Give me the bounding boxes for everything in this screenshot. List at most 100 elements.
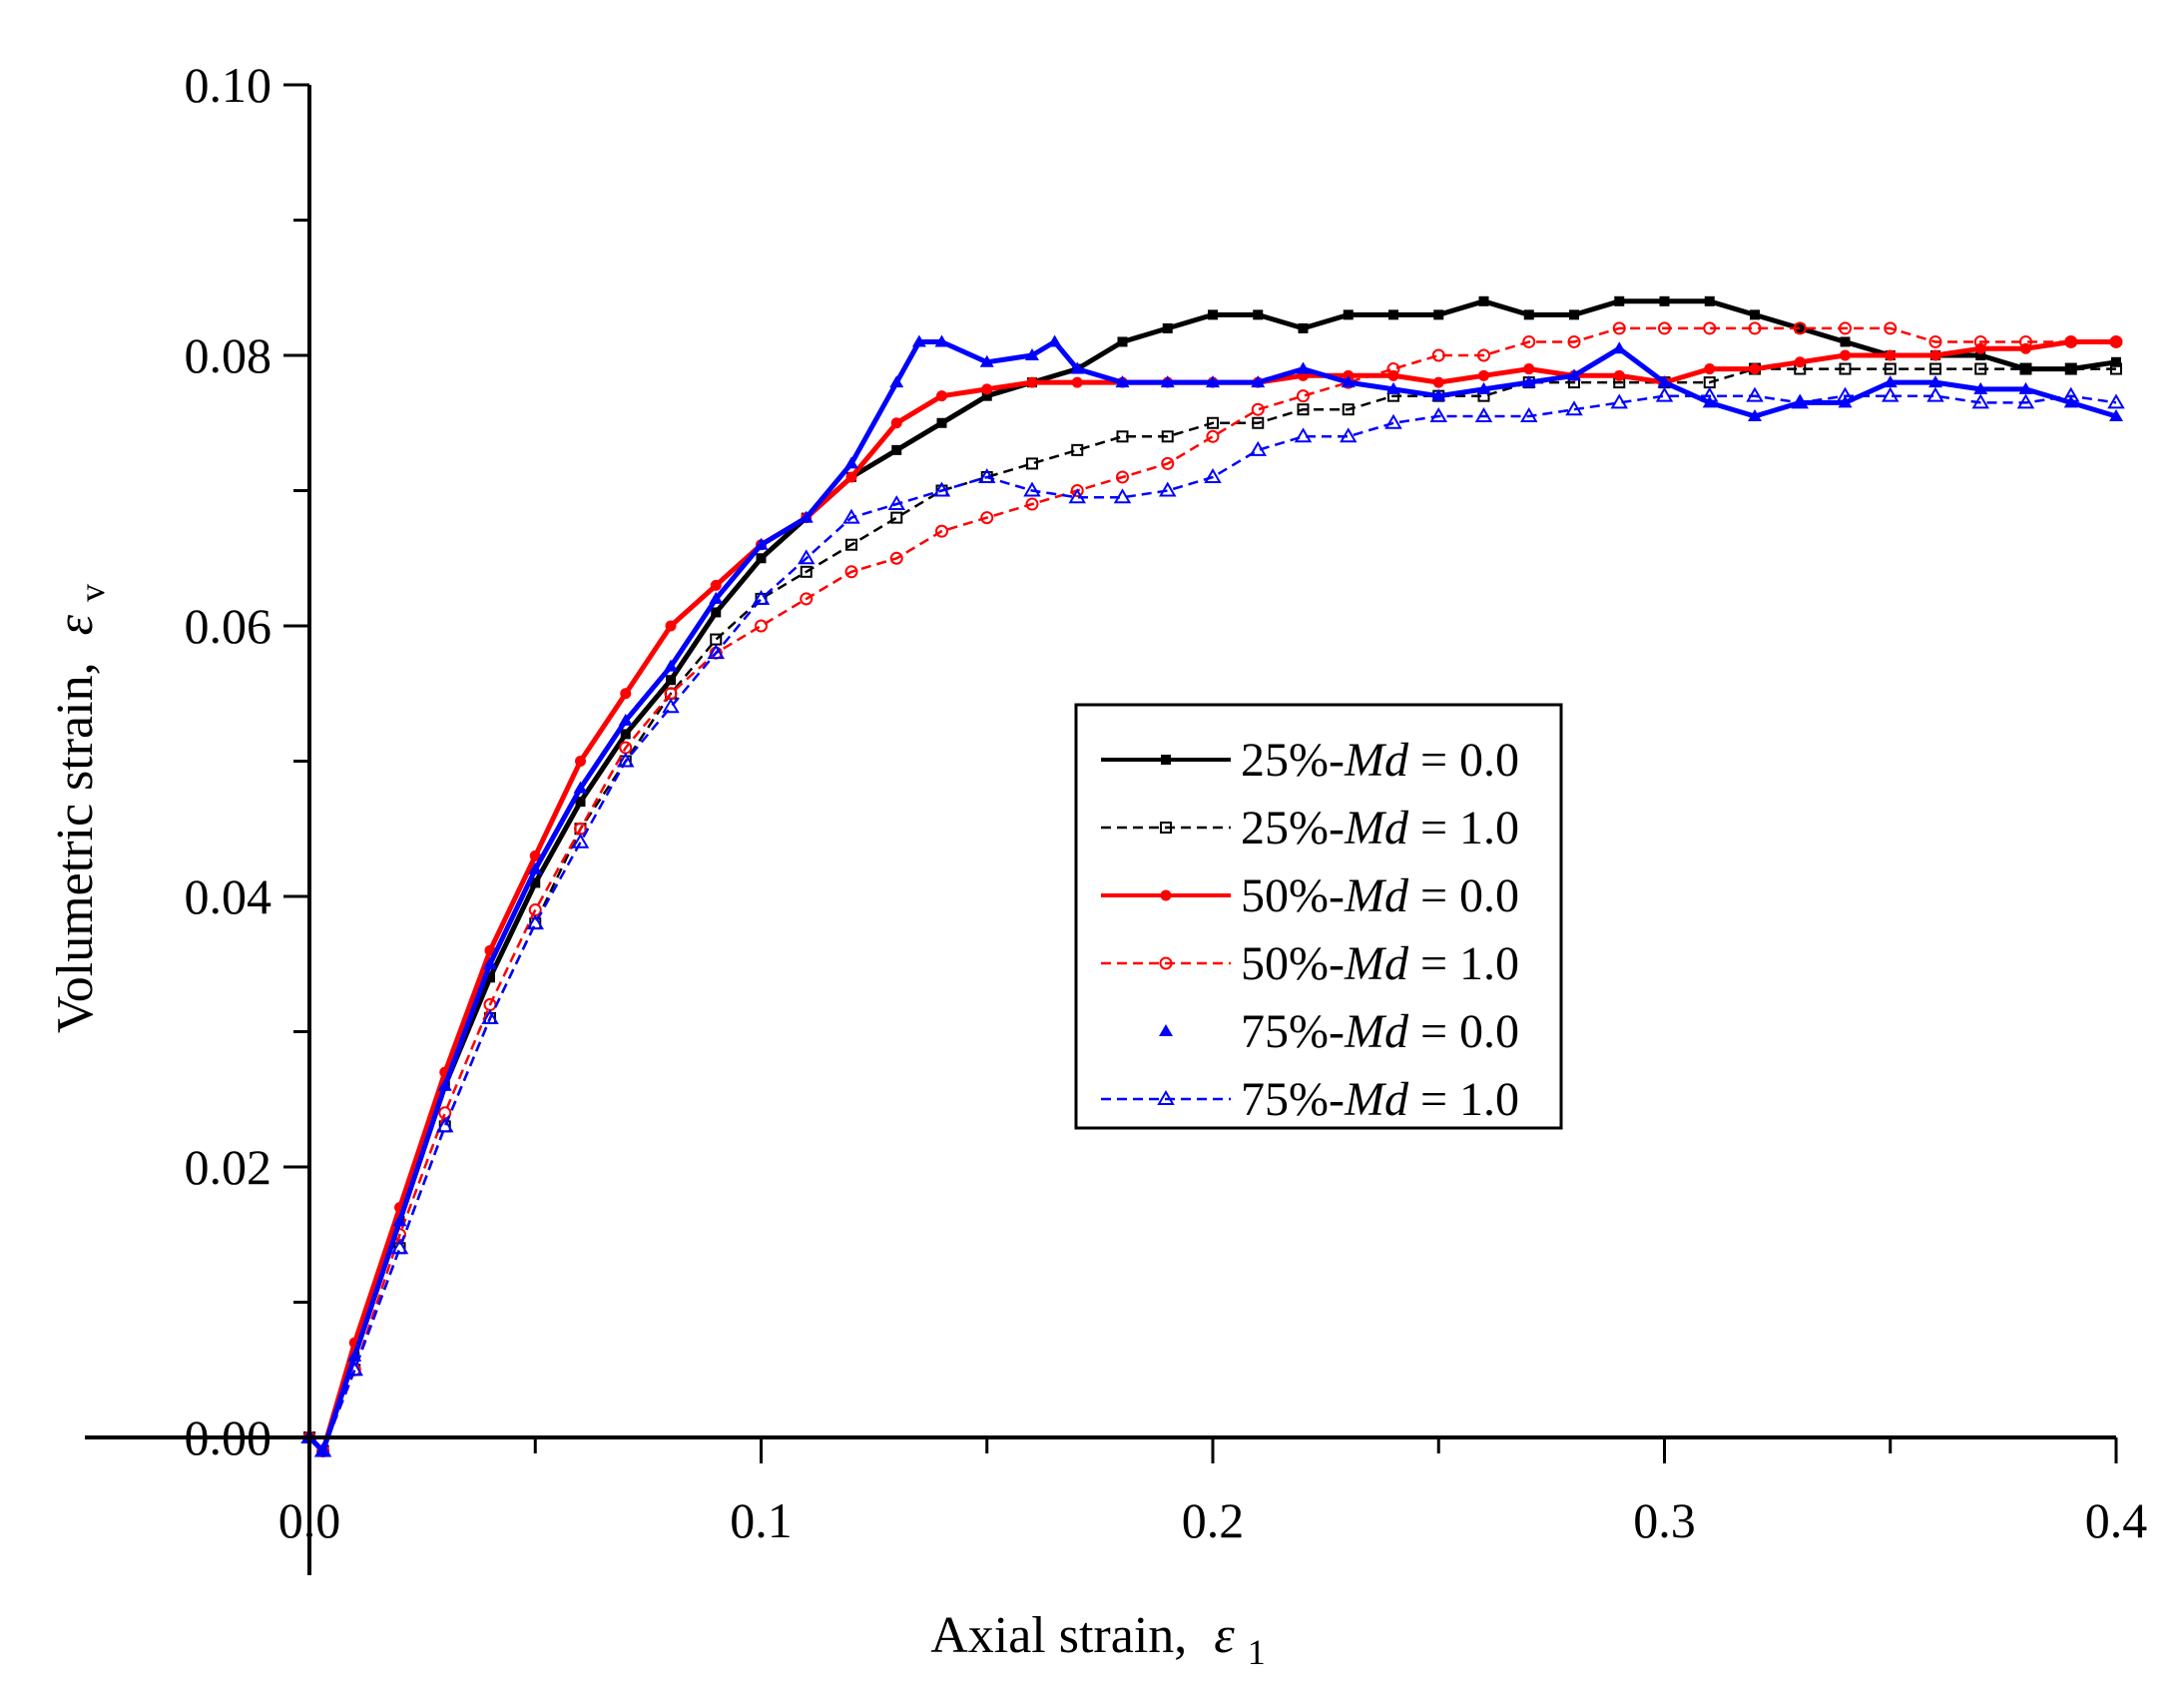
legend-label: 25%-Md = 1.0 (1241, 802, 1519, 854)
data-point (1746, 386, 1764, 402)
data-point (1836, 386, 1855, 402)
data-point (665, 620, 677, 632)
data-point (1207, 416, 1219, 429)
legend-label-suffix: = 0.0 (1408, 1005, 1519, 1058)
data-point (1565, 400, 1583, 416)
data-point (1659, 295, 1670, 306)
data-point (1116, 430, 1129, 443)
data-point (618, 713, 633, 726)
series-line (307, 339, 2117, 1453)
data-point (707, 644, 725, 660)
x-axis-title-text: Axial strain, (930, 1607, 1187, 1664)
data-point (1793, 321, 1807, 335)
data-point (1523, 309, 1534, 320)
data-point (1975, 350, 1986, 360)
data-point (1206, 429, 1220, 443)
legend-label: 25%-Md = 0.0 (1241, 734, 1519, 787)
data-point (664, 659, 678, 672)
data-point (979, 354, 994, 367)
data-point (800, 565, 813, 578)
data-point (1047, 334, 1062, 347)
data-point (887, 495, 905, 511)
series-4 (302, 321, 2123, 1458)
x-axis-title-subscript: 1 (1248, 1632, 1266, 1672)
x-axis-title-symbol: ε (1214, 1607, 1235, 1664)
legend-label: 50%-Md = 1.0 (1241, 937, 1519, 990)
legend-label-md: Md (1344, 1005, 1409, 1058)
data-point (1342, 403, 1355, 416)
y-tick-label: 0.08 (185, 327, 273, 383)
legend-marker (1159, 956, 1173, 970)
data-point (2020, 363, 2031, 374)
data-point (1251, 402, 1265, 416)
data-point (1297, 403, 1310, 416)
data-point (936, 417, 947, 428)
data-point (2109, 408, 2123, 421)
data-point (710, 579, 722, 591)
data-point (1294, 427, 1313, 443)
data-point (889, 551, 903, 565)
data-point (575, 797, 586, 808)
legend-marker (1161, 755, 1171, 765)
data-point (1794, 356, 1806, 368)
y-axis-title-text: Volumetric strain, (47, 662, 104, 1033)
data-point (617, 752, 635, 768)
data-point (2065, 335, 2077, 347)
data-point (1567, 334, 1581, 348)
data-point (1971, 393, 1989, 409)
legend-label-suffix: = 0.0 (1408, 869, 1519, 922)
data-point (662, 698, 680, 714)
data-point (530, 877, 541, 888)
legend-label-prefix: 25%- (1241, 802, 1345, 854)
data-point (981, 390, 992, 401)
data-point (799, 510, 814, 523)
data-point (1522, 334, 1536, 348)
legend-item-2: 25%-Md = 1.0 (1101, 802, 1519, 854)
series-line (307, 298, 2117, 1453)
data-point (1657, 375, 1672, 388)
legend-label: 75%-Md = 0.0 (1241, 1005, 1519, 1058)
data-point (1162, 322, 1173, 333)
x-tick-label: 0.1 (730, 1492, 793, 1548)
legend-label-prefix: 25%- (1241, 734, 1345, 787)
data-point (526, 914, 544, 930)
data-point (571, 833, 590, 849)
legend-label-prefix: 50%- (1241, 937, 1345, 990)
data-point (1612, 341, 1627, 354)
data-point (1840, 349, 1851, 361)
legend-label-md: Md (1344, 1073, 1409, 1126)
data-point (1023, 481, 1041, 497)
data-point (1343, 309, 1354, 320)
data-point (2062, 386, 2080, 402)
data-point (1882, 386, 1900, 402)
data-point (481, 1008, 499, 1024)
data-point (1610, 393, 1628, 409)
data-point (2109, 334, 2123, 348)
data-point (752, 589, 771, 605)
data-point (2019, 334, 2032, 348)
data-point (1840, 336, 1851, 347)
data-point (845, 538, 857, 551)
y-tick-label: 0.00 (185, 1410, 273, 1465)
data-point (1703, 321, 1717, 335)
data-point (1478, 295, 1489, 306)
series-line (308, 326, 2116, 1452)
data-point (936, 390, 947, 402)
x-tick-label: 0.2 (1182, 1492, 1245, 1548)
data-point (483, 956, 497, 969)
legend-marker (1160, 889, 1172, 901)
data-point (1929, 349, 1941, 361)
data-point (1431, 348, 1445, 362)
legend-label-suffix: = 0.0 (1408, 734, 1519, 787)
data-point (1297, 389, 1310, 403)
data-point (1928, 375, 1942, 388)
legend-label-md: Md (1344, 937, 1409, 990)
legend-marker (1160, 822, 1172, 834)
data-point (392, 1214, 407, 1227)
data-point (934, 334, 949, 347)
data-point (711, 607, 722, 618)
data-point (1884, 362, 1897, 375)
data-point (1658, 321, 1671, 335)
data-point (1612, 321, 1626, 335)
data-point (1883, 375, 1898, 388)
